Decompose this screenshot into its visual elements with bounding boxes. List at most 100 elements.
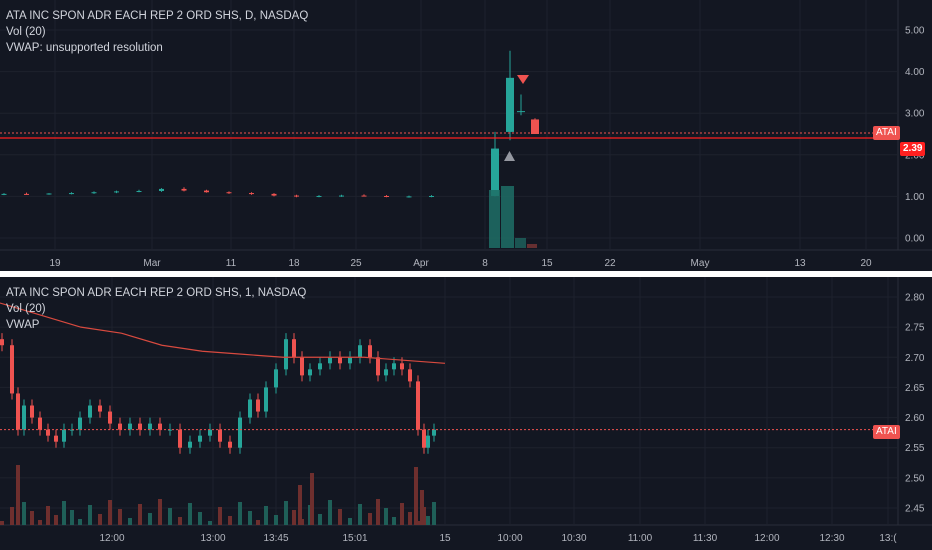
intraday-candle-body [218,429,222,442]
daily-x-tick-label: 18 [288,258,300,269]
daily-candle-body [316,195,322,197]
intraday-candle-body [78,417,82,430]
intraday-candle-body [108,411,112,424]
pane-divider[interactable] [0,271,932,277]
daily-y-tick-label: 0.00 [905,234,925,245]
daily-candle-body [271,193,277,196]
intraday-volume-bar [426,516,430,525]
intraday-candle-body [416,381,420,430]
intraday-candle-body [308,369,312,376]
intraday-vwap-study-label[interactable]: VWAP [6,319,40,331]
intraday-candle-body [274,369,278,388]
intraday-candle-body [128,423,132,430]
daily-candle-body [1,193,7,195]
intraday-candle-body [318,363,322,370]
daily-chart-canvas[interactable]: 5.004.003.002.001.000.0019Mar111825Apr81… [0,0,932,271]
daily-candle-body [517,111,525,113]
daily-x-tick-label: 15 [541,258,553,269]
intraday-volume-bar [328,500,332,525]
intraday-volume-bar [292,510,296,525]
intraday-volume-bar [298,485,302,525]
intraday-volume-bar [188,503,192,525]
intraday-volume-bar [108,500,112,525]
intraday-volume-bar [148,513,152,525]
intraday-candle-body [138,423,142,430]
intraday-candle-body [98,405,102,412]
intraday-y-tick-label: 2.45 [905,504,925,515]
intraday-symbol-title[interactable]: ATA INC SPON ADR EACH REP 2 ORD SHS, 1, … [6,287,307,299]
daily-candle-body [181,188,187,191]
intraday-chart-canvas[interactable]: 2.80 2.75 2.70 2.65 2.60 2.55 2.50 2.45 12:00 13:… [0,277,932,550]
daily-volume-study-label[interactable]: Vol (20) [6,26,46,38]
intraday-x-tick-label: 13:00 [200,533,225,544]
daily-candle-body [204,190,209,193]
daily-candle-body [91,192,97,194]
intraday-candle-body [426,435,430,448]
intraday-candle-body [392,363,396,370]
intraday-x-tick-label: 11:00 [628,533,653,544]
intraday-volume-bar [198,512,202,525]
intraday-candle-body [30,405,34,418]
intraday-volume-bar [414,467,418,525]
intraday-x-tick-label: 12:30 [819,533,844,544]
intraday-volume-bar [62,501,66,525]
intraday-x-tick-label: 15:01 [342,533,367,544]
daily-chart-pane[interactable]: 5.004.003.002.001.000.0019Mar111825Apr81… [0,0,932,271]
intraday-candle-body [368,345,372,358]
intraday-volume-bar [318,514,322,525]
intraday-volume-bar [158,499,162,525]
intraday-candle-body [256,399,260,412]
intraday-x-tick-label: 10:30 [561,533,586,544]
daily-candle-body [249,193,254,195]
intraday-candle-body [88,405,92,418]
intraday-candle-body [22,405,26,430]
intraday-volume-bar [168,508,172,525]
intraday-x-tick-label: 13:45 [263,533,288,544]
intraday-volume-bar [310,473,314,525]
daily-volume-bar [501,186,514,248]
intraday-volume-bar [208,521,212,525]
intraday-y-tick-label: 2.55 [905,443,925,454]
intraday-candle-body [338,357,342,364]
daily-vwap-study-label[interactable]: VWAP: unsupported resolution [6,42,163,54]
intraday-volume-bar [22,502,26,525]
daily-x-tick-label: 22 [604,258,616,269]
intraday-x-tick-label: 12:00 [754,533,779,544]
intraday-volume-bar [10,507,14,525]
intraday-volume-bar [70,510,74,525]
intraday-y-tick-label: 2.60 [905,413,925,424]
buy-marker-icon [504,151,515,161]
intraday-volume-study-label[interactable]: Vol (20) [6,303,46,315]
intraday-candle-body [16,393,20,430]
daily-x-tick-label: 19 [49,258,61,269]
intraday-candle-body [208,429,212,436]
intraday-candle-body [54,435,58,442]
intraday-candle-body [178,429,182,448]
daily-x-tick-label: 8 [482,258,488,269]
intraday-volume-bar [348,518,352,525]
daily-candle-body [384,195,389,197]
intraday-volume-bar [54,515,58,525]
daily-candle-body [159,188,164,191]
intraday-volume-bar [368,513,372,525]
intraday-candle-body [400,363,404,370]
daily-x-tick-label: May [691,258,710,269]
intraday-volume-bar [178,517,182,525]
intraday-candle-body [10,345,14,394]
intraday-volume-bar [384,508,388,525]
daily-y-tick-label: 3.00 [905,109,925,120]
intraday-volume-bar [408,512,412,525]
daily-symbol-title[interactable]: ATA INC SPON ADR EACH REP 2 ORD SHS, D, … [6,10,309,22]
intraday-volume-bar [432,502,436,525]
intraday-volume-bar [138,504,142,525]
intraday-chart-pane[interactable]: 2.80 2.75 2.70 2.65 2.60 2.55 2.50 2.45 12:00 13:… [0,277,932,550]
daily-x-tick-label: Apr [413,258,429,269]
intraday-volume-bar [400,503,404,525]
intraday-candle-body [0,339,4,346]
daily-candle-body [406,196,412,198]
intraday-x-tick-label: 10:00 [497,533,522,544]
daily-candle-body [531,119,539,134]
daily-volume-bar [527,244,537,248]
intraday-chart-legend: ATA INC SPON ADR EACH REP 2 ORD SHS, 1, … [6,285,306,333]
intraday-volume-bar [264,506,268,525]
